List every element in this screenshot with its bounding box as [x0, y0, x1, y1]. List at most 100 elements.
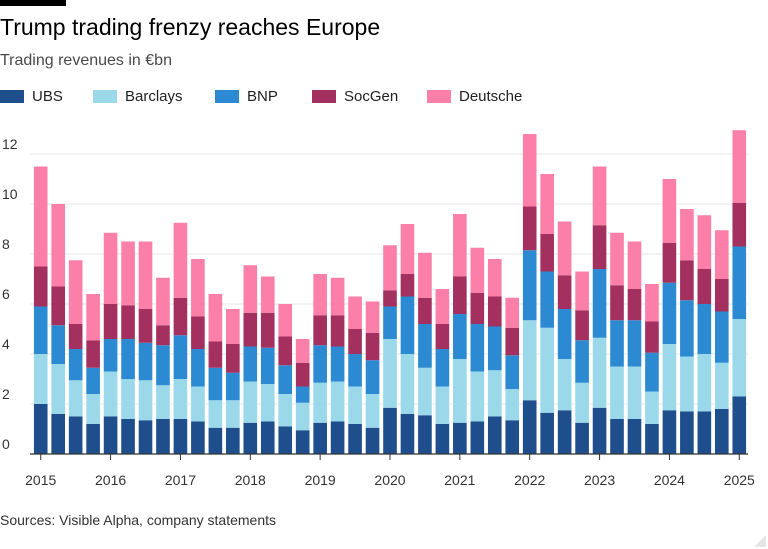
bar-segment-barclays [121, 379, 135, 419]
bar-segment-bnp [575, 340, 589, 383]
bar-segment-socgen [627, 289, 642, 321]
bar-segment-bnp [435, 349, 450, 387]
bar-segment-bnp [645, 352, 659, 392]
bar-segment-socgen [313, 315, 327, 346]
bar-segment-ubs [33, 404, 48, 454]
bar-segment-socgen [243, 312, 258, 347]
bar-segment-barclays [400, 354, 415, 414]
bar-segment-deutsche [418, 252, 432, 298]
bar-segment-ubs [575, 422, 589, 454]
bar-segment-ubs [156, 419, 170, 454]
bar-segment-ubs [592, 407, 607, 454]
bar-segment-deutsche [313, 274, 327, 316]
bar-segment-socgen [732, 202, 747, 247]
bar-segment-socgen [680, 260, 694, 301]
legend-item-deutsche: Deutsche [427, 88, 522, 105]
legend-swatch-barclays [93, 90, 117, 103]
brand-bar [0, 0, 66, 6]
bar-segment-bnp [400, 296, 415, 354]
bar-segment-barclays [714, 362, 729, 409]
bar-segment-bnp [557, 309, 572, 359]
x-tick-label: 2018 [235, 472, 266, 488]
bar-segment-socgen [610, 285, 624, 321]
bar-segment-ubs [557, 410, 572, 454]
bar-segment-socgen [348, 329, 362, 354]
bar-segment-bnp [505, 355, 520, 389]
bar-segment-ubs [400, 414, 415, 454]
bar-segment-bnp [295, 386, 310, 403]
bar-segment-barclays [487, 370, 502, 417]
bar-segment-bnp [627, 320, 642, 367]
bar-segment-socgen [592, 225, 607, 269]
legend-item-barclays: Barclays [93, 88, 183, 105]
bar-segment-socgen [156, 325, 170, 346]
bar-segment-ubs [208, 427, 223, 454]
bar-segment-bnp [68, 349, 83, 381]
bar-segment-deutsche [400, 224, 415, 274]
bar-segment-ubs [260, 421, 275, 454]
bar-segment-bnp [662, 282, 677, 344]
legend-label: BNP [247, 88, 278, 105]
bar-segment-deutsche [156, 277, 170, 326]
bar-segment-deutsche [330, 277, 345, 316]
bar-segment-socgen [260, 312, 275, 348]
bar-segment-socgen [662, 242, 677, 283]
bar-segment-bnp [121, 339, 135, 379]
bar-segment-socgen [138, 309, 153, 343]
bar-segment-ubs [365, 427, 380, 454]
bar-segment-barclays [557, 359, 572, 411]
bar-segment-bnp [243, 346, 258, 382]
chart-subtitle: Trading revenues in €bn [0, 52, 172, 69]
bar-segment-ubs [295, 430, 310, 454]
bar-segment-bnp [592, 269, 607, 338]
bar-segment-barclays [470, 371, 485, 422]
legend-label: SocGen [344, 88, 399, 105]
bar-segment-barclays [697, 354, 712, 412]
y-tick-label: 6 [2, 286, 10, 302]
x-tick-label: 2021 [444, 472, 475, 488]
bar-segment-ubs [226, 427, 240, 454]
bar-segment-barclays [592, 337, 607, 408]
bar-segment-barclays [191, 386, 205, 422]
bar-segment-barclays [156, 385, 170, 419]
legend-swatch-socgen [312, 90, 336, 103]
bar-segment-ubs [610, 419, 624, 454]
bar-segment-barclays [383, 339, 397, 408]
bar-segment-socgen [121, 305, 135, 339]
bar-segment-ubs [732, 396, 747, 454]
bar-segment-bnp [714, 311, 729, 363]
bar-segment-socgen [453, 276, 467, 314]
bar-segment-bnp [365, 360, 380, 394]
bar-segment-deutsche [714, 230, 729, 279]
bar-segment-socgen [435, 324, 450, 349]
legend-item-ubs: UBS [0, 88, 63, 105]
bar-segment-bnp [453, 314, 467, 359]
bar-segment-barclays [33, 354, 48, 404]
bar-segment-bnp [418, 324, 432, 368]
bar-segment-socgen [714, 279, 729, 312]
legend-swatch-bnp [215, 90, 239, 103]
bar-segment-bnp [208, 367, 223, 401]
chart-title: Trump trading frenzy reaches Europe [0, 14, 381, 40]
bar-segment-bnp [191, 349, 205, 387]
bar-segment-ubs [627, 419, 642, 454]
bar-segment-ubs [470, 421, 485, 454]
bar-segment-barclays [418, 367, 432, 416]
x-tick-label: 2023 [584, 472, 615, 488]
bar-segment-deutsche [522, 134, 537, 207]
bar-segment-socgen [557, 275, 572, 309]
bar-segment-barclays [173, 379, 188, 419]
bar-segment-barclays [627, 366, 642, 419]
bar-segment-ubs [121, 419, 135, 454]
bar-segment-barclays [260, 384, 275, 422]
bar-segment-deutsche [86, 294, 100, 341]
bar-segment-deutsche [487, 259, 502, 297]
bar-segment-ubs [51, 414, 65, 454]
legend-label: Barclays [125, 88, 183, 105]
bar-segment-ubs [680, 411, 694, 454]
bar-segment-deutsche [610, 232, 624, 286]
bar-segment-barclays [522, 320, 537, 401]
bar-segment-barclays [68, 380, 83, 417]
bar-segment-barclays [295, 402, 310, 431]
legend-swatch-deutsche [427, 90, 451, 103]
